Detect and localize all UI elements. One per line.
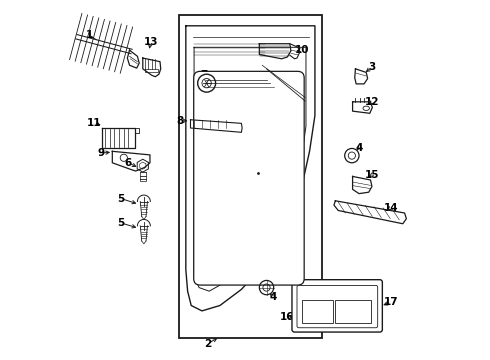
Text: 16: 16 [280,312,294,322]
Text: 11: 11 [86,118,101,128]
Bar [335,300,370,323]
Text: 4: 4 [355,143,363,153]
Text: 17: 17 [384,297,399,307]
Text: 12: 12 [365,97,380,107]
Text: 10: 10 [295,45,310,55]
Ellipse shape [363,106,369,111]
Text: 14: 14 [384,203,399,213]
Text: 5: 5 [118,194,125,204]
Text: 4: 4 [270,292,277,302]
FancyBboxPatch shape [194,71,304,285]
Text: 3: 3 [368,62,376,72]
Text: 13: 13 [144,37,158,47]
Text: 15: 15 [365,170,380,180]
Text: 7: 7 [200,70,207,80]
Text: 9: 9 [98,148,104,158]
Text: 5: 5 [118,218,125,228]
FancyBboxPatch shape [292,280,382,332]
FancyBboxPatch shape [297,285,378,328]
Text: 8: 8 [176,116,183,126]
Bar [302,300,333,323]
Text: 6: 6 [125,158,132,168]
Text: 2: 2 [204,339,211,349]
Text: 1: 1 [85,30,93,40]
Bar [179,15,322,338]
